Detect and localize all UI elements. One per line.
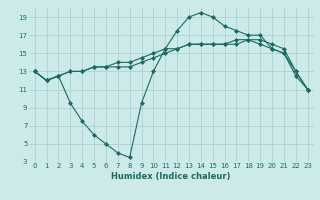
X-axis label: Humidex (Indice chaleur): Humidex (Indice chaleur) (111, 172, 231, 181)
